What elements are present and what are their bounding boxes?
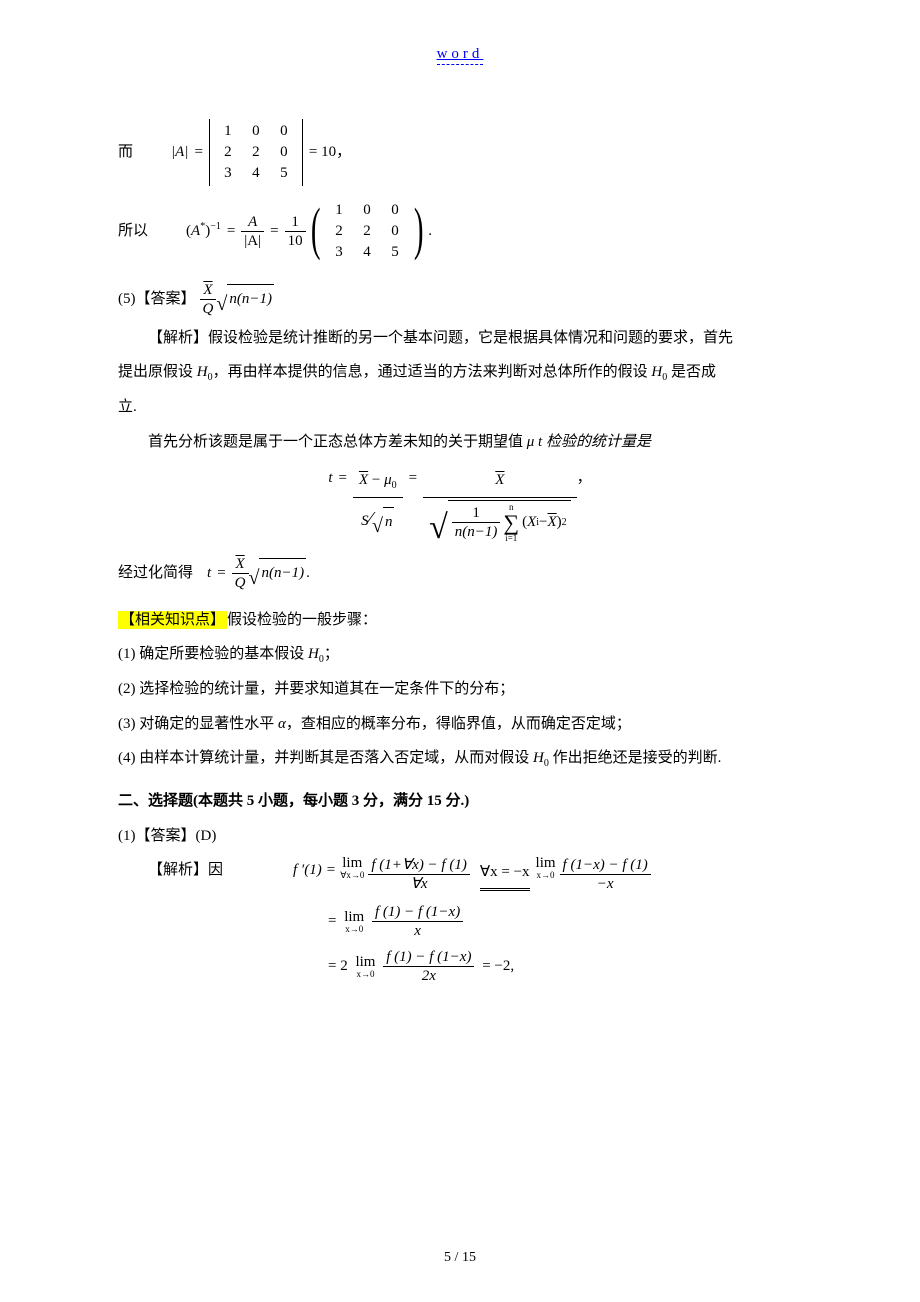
det-prefix: 而 [118, 138, 133, 167]
step-3-text-b: ，查相应的概率分布，得临界值，从而确定否定域； [286, 716, 631, 732]
inv-eq1: = [227, 217, 235, 246]
step-4-num: (4) [118, 750, 136, 766]
simplified-line: 经过化简得 t = X Q √ n(n−1) . [118, 555, 802, 592]
analysis-label: 【解析】 [148, 330, 208, 346]
t-eq1: = [338, 464, 346, 547]
analysis-text-4: 是否成 [667, 364, 716, 380]
first-analysis-text-2: t 检验的统计量是 [534, 434, 651, 450]
simplify-sqrt: √ n(n−1) [249, 558, 307, 588]
analysis-text-2: 提出原假设 [118, 364, 197, 380]
step-3: (3) 对确定的显著性水平 α，查相应的概率分布，得临界值，从而确定否定域； [118, 710, 802, 739]
first-analysis-para: 首先分析该题是属于一个正态总体方差未知的关于期望值 μ t 检验的统计量是 [118, 428, 802, 457]
q1-jiexi-label: 【解析】因 [148, 856, 223, 885]
a-star-inverse-line: 所以 (A*)−1 = A |A| = 1 10 ( 100 220 345 )… [118, 200, 802, 263]
analysis-text-3: ，再由样本提供的信息，通过适当的方法来判断对总体所作的假设 [213, 364, 652, 380]
deriv-frac2: f (1−x) − f (1)−x [560, 856, 651, 893]
item-5-answer: (5)【答案】 X Q √ n(n−1) [118, 281, 802, 318]
related-knowledge: 【相关知识点】假设检验的一般步骤： [118, 606, 802, 635]
inv-period: . [428, 217, 432, 246]
step-1-num: (1) [118, 646, 136, 662]
deriv-lim2: limx→0 [536, 856, 556, 880]
t-eq2: = [409, 464, 417, 547]
inv-frac-scalar: 1 10 [285, 213, 306, 250]
inv-lhs: (A*)−1 [186, 217, 221, 246]
q1-analysis-row1: 【解析】因 f ′(1) = lim∀x→0 f (1+∀x) − f (1)∀… [118, 856, 802, 893]
t-formula: t = X − μ0 S⁄√n = X √ 1n(n−1) n∑i=1 (Xi … [118, 464, 802, 547]
inv-prefix: 所以 [118, 217, 148, 246]
step-3-num: (3) [118, 716, 136, 732]
analysis-para-1: 【解析】假设检验是统计推断的另一个基本问题，它是根据具体情况和问题的要求，首先 [118, 324, 802, 353]
deriv-row2: = limx→0 f (1) − f (1−x)x [328, 903, 463, 940]
step-2-num: (2) [118, 681, 136, 697]
item-5-label: (5)【答案】 [118, 285, 196, 314]
deriv-lim1: lim∀x→0 [340, 856, 364, 880]
item-5-frac: X Q [200, 281, 217, 318]
inv-matrix-paren: ( 100 220 345 ) [306, 200, 429, 263]
step-4-text-a: 由样本计算统计量，并判断其是否落入否定域，从而对假设 [139, 750, 533, 766]
t-frac1: X − μ0 S⁄√n [353, 464, 403, 547]
q1-answer: (1)【答案】(D) [118, 822, 802, 851]
page-header: word [118, 40, 802, 69]
header-link[interactable]: word [437, 46, 484, 65]
analysis-para-2: 提出原假设 H0，再由样本提供的信息，通过适当的方法来判断对总体所作的假设 H0… [118, 358, 802, 387]
t-comma: ， [577, 464, 592, 547]
simplify-frac: X Q [232, 555, 249, 592]
simplify-eq: = [217, 559, 225, 588]
step-4-text-b: 作出拒绝还是接受的判断. [549, 750, 722, 766]
det-eq: = [194, 138, 202, 167]
alpha-symbol: α [278, 716, 286, 732]
item-5-sqrt: √ n(n−1) [216, 284, 274, 314]
deriv-row3: = 2 limx→0 f (1) − f (1−x)2x = −2, [328, 948, 514, 985]
document-page: word 而 |A| = 100 220 345 = 10 ， 所以 (A*)−… [0, 0, 920, 1302]
det-lhs: |A| [171, 138, 188, 167]
inv-frac-A: A |A| [241, 213, 264, 250]
first-analysis-text-1: 首先分析该题是属于一个正态总体方差未知的关于期望值 [148, 434, 527, 450]
deriv-eq: = [327, 856, 335, 885]
inv-eq2: = [270, 217, 278, 246]
analysis-text-5: 立. [118, 399, 137, 415]
simplify-prefix: 经过化简得 [118, 559, 193, 588]
determinant-line: 而 |A| = 100 220 345 = 10 ， [118, 119, 802, 186]
step-3-text-a: 对确定的显著性水平 [139, 716, 278, 732]
h0-symbol: H0 [197, 364, 213, 380]
step-4-h0: H0 [533, 750, 549, 766]
related-label: 【相关知识点】 [118, 611, 227, 629]
h0-symbol-2: H0 [651, 364, 667, 380]
det-comma: ， [336, 138, 351, 167]
step-2-text: 选择检验的统计量，并要求知道其在一定条件下的分布； [139, 681, 514, 697]
related-text: 假设检验的一般步骤： [227, 612, 377, 628]
simplify-period: . [306, 559, 310, 588]
step-1-tail: ； [324, 646, 339, 662]
step-4: (4) 由样本计算统计量，并判断其是否落入否定域，从而对假设 H0 作出拒绝还是… [118, 744, 802, 773]
t-frac2: X √ 1n(n−1) n∑i=1 (Xi − X)2 [423, 464, 577, 547]
det-rhs: = 10 [309, 138, 336, 167]
page-footer: 5 / 15 [0, 1245, 920, 1272]
page-number: 5 [444, 1250, 451, 1265]
page-sep: / [451, 1250, 462, 1265]
step-1-h0: H0 [308, 646, 324, 662]
step-1: (1) 确定所要检验的基本假设 H0； [118, 640, 802, 669]
step-1-text: 确定所要检验的基本假设 [139, 646, 308, 662]
simplify-t: t [207, 559, 211, 588]
analysis-para-3: 立. [118, 393, 802, 422]
analysis-text-1: 假设检验是统计推断的另一个基本问题，它是根据具体情况和问题的要求，首先 [208, 330, 733, 346]
deriv-lhs: f ′(1) [293, 856, 322, 885]
t-lhs: t [328, 464, 332, 547]
step-2: (2) 选择检验的统计量，并要求知道其在一定条件下的分布； [118, 675, 802, 704]
det-matrix: 100 220 345 [209, 119, 303, 186]
page-total: 15 [462, 1250, 476, 1265]
deriv-frac1: f (1+∀x) − f (1)∀x [368, 856, 469, 893]
q1-deriv-aligned: = limx→0 f (1) − f (1−x)x = 2 limx→0 f (… [328, 899, 802, 989]
section-2-title: 二、选择题(本题共 5 小题，每小题 3 分，满分 15 分.) [118, 787, 802, 816]
deriv-mid-note: ∀x = −x [480, 858, 530, 891]
